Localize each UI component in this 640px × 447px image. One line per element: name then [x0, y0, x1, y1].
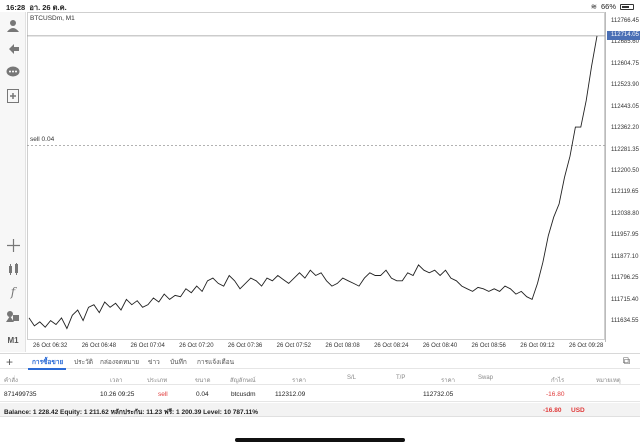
price-tick: 112443.05 — [611, 103, 639, 110]
tab-mailbox[interactable]: กล่องจดหมาย — [100, 359, 140, 366]
price-tick: 112523.90 — [611, 82, 639, 89]
balance-profit: -16.80 — [543, 407, 562, 414]
chart-frame — [27, 12, 605, 340]
col-symbol: สัญลักษณ์ — [230, 378, 256, 384]
price-tick: 111877.10 — [611, 253, 639, 260]
tab-alerts[interactable]: การแจ้งเตือน — [197, 359, 235, 366]
time-tick: 26 Oct 07:20 — [179, 343, 214, 349]
time-tick: 26 Oct 07:04 — [130, 343, 165, 349]
col-sl: S/L — [347, 375, 357, 381]
col-open-price: ราคา — [292, 378, 306, 384]
row-price: 112732.05 — [423, 391, 454, 398]
trade-icon[interactable] — [5, 40, 21, 56]
time-tick: 26 Oct 08:24 — [374, 343, 409, 349]
left-toolbar: f M1 — [0, 12, 26, 352]
price-tick: 112685.60 — [611, 39, 639, 46]
battery-label: 66% — [600, 2, 616, 11]
time-tick: 26 Oct 07:52 — [276, 343, 311, 349]
price-tick: 112604.75 — [611, 60, 639, 67]
sell-position-label: sell 0.04 — [30, 136, 55, 143]
col-tp: T/P — [396, 375, 406, 381]
price-tick: 111957.95 — [611, 232, 639, 239]
price-tick: 111634.55 — [611, 318, 639, 324]
time-tick: 26 Oct 06:48 — [81, 343, 117, 349]
price-tick: 111715.40 — [611, 296, 639, 303]
price-axis: 112766.45 112685.60 112604.75 112523.90 1124… — [605, 12, 640, 342]
time-tick: 26 Oct 08:08 — [325, 343, 360, 349]
row-time: 10.26 09:25 — [100, 391, 135, 398]
status-right: ≋ 66% — [591, 2, 634, 11]
new-order-icon[interactable] — [5, 88, 21, 104]
tab-trade[interactable]: การซื้อขาย — [32, 359, 64, 366]
price-tick: 112038.80 — [611, 210, 639, 217]
chart-type-icon[interactable] — [5, 261, 21, 277]
row-profit: -16.80 — [546, 391, 565, 398]
balance-currency: USD — [571, 407, 585, 414]
price-series-line — [28, 35, 598, 330]
tab-history[interactable]: ประวัติ — [74, 359, 93, 366]
crosshair-icon[interactable] — [5, 237, 21, 253]
account-icon[interactable] — [5, 17, 21, 33]
col-comment: หมายเหตุ — [596, 378, 621, 384]
col-price: ราคา — [441, 378, 455, 384]
col-order: คำสั่ง — [4, 378, 18, 384]
col-time: เวลา — [110, 378, 123, 384]
row-order: 871499735 — [4, 391, 37, 398]
timeframe-button[interactable]: M1 — [7, 335, 19, 345]
price-tick: 112200.50 — [611, 168, 639, 174]
price-tick: 112119.65 — [611, 189, 639, 196]
current-price-tag: 112714.05 — [607, 31, 640, 41]
row-size: 0.04 — [196, 391, 209, 398]
time-tick: 26 Oct 09:12 — [520, 343, 555, 349]
price-tick: 111796.25 — [611, 275, 639, 282]
status-time: 16:28 อา. 26 ต.ค. — [6, 3, 67, 12]
status-bar: 16:28 อา. 26 ต.ค. ≋ 66% — [0, 0, 640, 12]
chart-symbol-label: BTCUSDm, M1 — [30, 15, 75, 22]
row-type: sell — [158, 391, 168, 398]
objects-icon[interactable] — [5, 308, 21, 324]
table-row[interactable]: 871499735 10.26 09:25 sell 0.04 btcusdm … — [0, 386, 640, 402]
price-tick: 112766.45 — [611, 18, 639, 24]
price-tick: 112281.35 — [611, 146, 639, 153]
balance-summary: Balance: 1 228.42 Equity: 1 211.62 หลักป… — [4, 409, 259, 416]
time-tick: 26 Oct 07:36 — [227, 343, 263, 349]
price-chart[interactable] — [27, 12, 605, 340]
time-tick: 26 Oct 08:40 — [422, 343, 458, 349]
battery-icon — [620, 3, 634, 10]
chat-icon[interactable] — [5, 64, 21, 80]
time-tick: 26 Oct 08:56 — [471, 343, 506, 349]
row-open-price: 112312.09 — [275, 391, 306, 398]
col-swap: Swap — [478, 375, 494, 381]
time-tick: 26 Oct 06:32 — [33, 343, 68, 349]
tab-journal[interactable]: บันทึก — [170, 359, 187, 366]
col-size: ขนาด — [195, 378, 211, 384]
terminal-tabs: + การซื้อขาย ประวัติ กล่องจดหมาย ข่าว บั… — [0, 353, 640, 370]
balance-bar: Balance: 1 228.42 Equity: 1 211.62 หลักป… — [0, 403, 640, 417]
col-profit: กำไร — [551, 378, 565, 384]
col-type: ประเภท — [147, 378, 168, 384]
wifi-icon: ≋ — [590, 2, 597, 11]
time-axis: 26 Oct 06:32 26 Oct 06:48 26 Oct 07:04 26 O… — [27, 340, 605, 354]
table-header: คำสั่ง เวลา ประเภท ขนาด สัญลักษณ์ ราคา S… — [0, 371, 640, 385]
indicators-icon[interactable]: f — [10, 285, 16, 299]
tab-news[interactable]: ข่าว — [148, 359, 160, 366]
row-symbol: btcusdm — [231, 391, 256, 398]
time-tick: 26 Oct 09:28 — [569, 343, 604, 349]
layout-icon[interactable]: ⧉ — [622, 356, 630, 367]
home-indicator — [235, 438, 405, 442]
price-tick: 112362.20 — [611, 125, 639, 132]
active-tab-indicator — [28, 368, 66, 370]
add-icon[interactable]: + — [6, 355, 14, 369]
